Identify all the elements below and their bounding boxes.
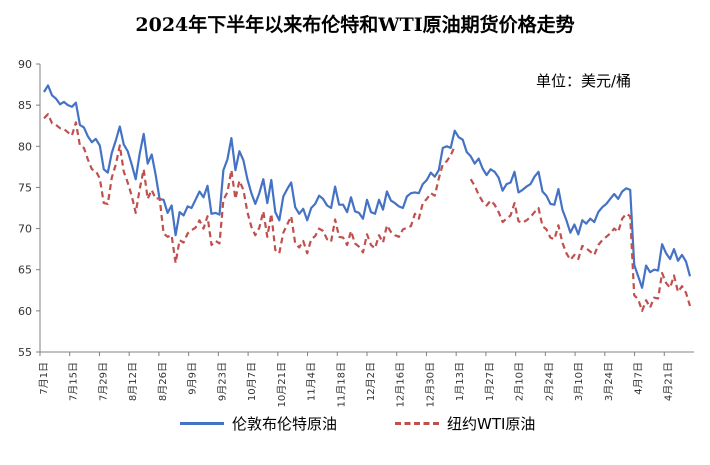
- legend-label-wti: 纽约WTI原油: [447, 415, 536, 433]
- y-tick-label: 65: [18, 264, 32, 277]
- x-tick-label: 12月30日: [424, 362, 436, 407]
- y-tick-label: 75: [18, 181, 32, 194]
- legend-swatch-brent: [180, 422, 224, 425]
- x-tick-label: 7月15日: [68, 362, 80, 401]
- x-tick-label: 3月10日: [573, 362, 585, 401]
- y-tick-label: 80: [18, 140, 32, 153]
- series-line-brent: [43, 84, 692, 289]
- legend-item-wti: 纽约WTI原油: [395, 413, 535, 434]
- y-axis-ticks: 55 60 65 70 75 80 85 90: [18, 58, 40, 359]
- x-tick-label: 2月10日: [514, 362, 526, 401]
- legend-item-brent: 伦敦布伦特原油: [180, 413, 337, 434]
- series-line-wti: [43, 113, 692, 312]
- y-tick-label: 60: [18, 305, 32, 318]
- x-tick-label: 1月27日: [484, 362, 496, 401]
- x-tick-label: 11月4日: [306, 362, 318, 401]
- y-tick-label: 55: [18, 346, 32, 359]
- x-tick-label: 1月13日: [454, 362, 466, 401]
- y-tick-label: 90: [18, 58, 32, 71]
- x-tick-label: 8月12日: [127, 362, 139, 401]
- x-tick-label: 4月7日: [633, 362, 645, 395]
- x-tick-label: 12月16日: [395, 362, 407, 407]
- legend-label-brent: 伦敦布伦特原油: [232, 415, 338, 433]
- x-tick-label: 7月1日: [38, 362, 50, 395]
- y-tick-label: 85: [18, 99, 32, 112]
- x-tick-label: 7月29日: [97, 362, 109, 401]
- chart-series: [43, 84, 692, 312]
- x-tick-label: 2月24日: [543, 362, 555, 401]
- x-tick-label: 9月23日: [216, 362, 228, 401]
- chart-axes: [39, 64, 694, 353]
- x-tick-label: 10月21日: [276, 362, 288, 407]
- x-tick-label: 11月18日: [335, 362, 347, 407]
- legend-swatch-wti: [395, 422, 439, 425]
- x-tick-label: 4月21日: [662, 362, 674, 401]
- x-tick-label: 9月9日: [187, 362, 199, 395]
- unit-label: 单位：美元/桶: [536, 72, 632, 90]
- x-tick-label: 8月26日: [157, 362, 169, 401]
- x-tick-label: 12月2日: [365, 362, 377, 401]
- chart-legend: 伦敦布伦特原油 纽约WTI原油: [0, 413, 710, 437]
- y-tick-label: 70: [18, 223, 32, 236]
- x-tick-label: 10月7日: [246, 362, 258, 401]
- chart-title: 2024年下半年以来布伦特和WTI原油期货价格走势: [135, 14, 575, 36]
- x-axis-ticks: 7月1日 7月15日 7月29日 8月12日 8月26日 9月9日 9月23日 10月7日 10…: [38, 352, 674, 407]
- x-tick-label: 3月24日: [603, 362, 615, 401]
